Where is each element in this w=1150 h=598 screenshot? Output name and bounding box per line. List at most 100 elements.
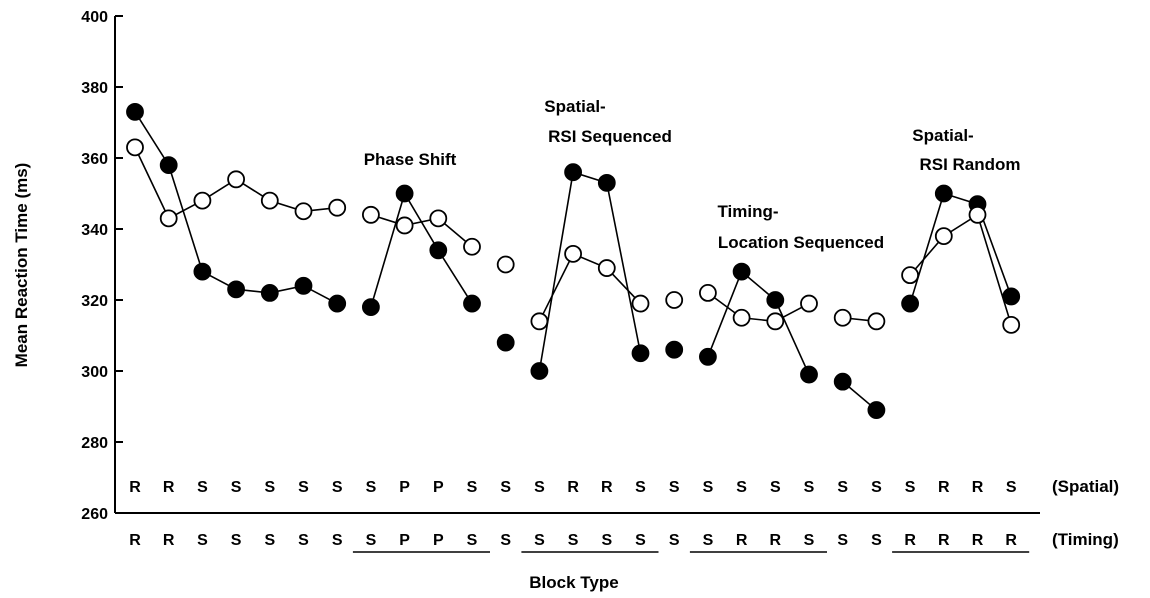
x-axis-title: Block Type	[529, 573, 618, 592]
filled-point	[867, 401, 886, 419]
series-line	[538, 171, 642, 372]
timing-letter: S	[366, 532, 377, 549]
timing-letter: S	[804, 532, 815, 549]
timing-letter: S	[534, 532, 545, 549]
timing-letter: R	[1005, 532, 1017, 549]
filled-point	[227, 280, 246, 299]
spatial-letter: S	[231, 479, 242, 496]
filled-point	[463, 294, 481, 313]
spatial-letter: S	[298, 479, 309, 496]
filled-point	[395, 184, 414, 203]
filled-point	[934, 184, 953, 203]
spatial-letter: S	[467, 479, 478, 496]
spatial-letter: S	[1006, 479, 1017, 496]
filled-point	[665, 340, 684, 359]
open-point	[833, 308, 852, 327]
spatial-row-label: (Spatial)	[1052, 477, 1119, 496]
y-tick-label: 400	[81, 9, 108, 26]
spatial-letter: S	[534, 479, 545, 496]
spatial-letter: S	[366, 479, 377, 496]
filled-point	[766, 291, 785, 309]
filled-point	[294, 276, 313, 295]
spatial-letter: S	[871, 479, 882, 496]
y-tick-label: 320	[81, 293, 108, 310]
open-point	[530, 312, 549, 331]
open-point	[867, 312, 886, 331]
spatial-letter: S	[736, 479, 747, 496]
spatial-letter: S	[770, 479, 781, 496]
filled-point	[732, 262, 751, 281]
series-line	[370, 191, 473, 308]
timing-letter: S	[568, 532, 579, 549]
data-layer	[126, 102, 1021, 419]
annotation-timing-location-sequenced: Location Sequenced	[718, 233, 884, 252]
spatial-letter: P	[399, 479, 410, 496]
open-point	[699, 283, 717, 302]
series-line	[707, 270, 810, 375]
spatial-letter: P	[433, 479, 444, 496]
spatial-letter: S	[669, 479, 680, 496]
spatial-letter: R	[938, 479, 950, 496]
filled-point	[361, 298, 380, 317]
timing-letter: R	[129, 532, 141, 549]
spatial-letter: S	[837, 479, 848, 496]
series-filled	[126, 102, 1021, 419]
filled-point	[126, 102, 144, 121]
open-point	[126, 138, 144, 157]
timing-row-label: (Timing)	[1052, 530, 1119, 549]
annotation-spatial-rsi-random: RSI Random	[919, 155, 1020, 174]
filled-point	[159, 156, 178, 175]
open-point	[901, 266, 919, 285]
timing-letter: R	[972, 532, 984, 549]
annotation-spatial-rsi-sequenced: RSI Sequenced	[548, 127, 672, 146]
open-point	[934, 227, 953, 246]
filled-point	[901, 294, 919, 313]
spatial-letter: S	[197, 479, 208, 496]
spatial-letter: S	[500, 479, 511, 496]
open-point	[564, 244, 582, 263]
open-point	[766, 312, 785, 331]
annotation-spatial-rsi-sequenced: Spatial-	[544, 97, 605, 116]
series-line	[909, 192, 1012, 304]
timing-letter: S	[837, 532, 848, 549]
spatial-letter: R	[129, 479, 141, 496]
open-point	[294, 202, 313, 221]
series-line	[370, 214, 473, 248]
timing-letter: R	[938, 532, 950, 549]
spatial-letter: S	[905, 479, 916, 496]
open-point	[968, 205, 987, 224]
series-line	[707, 292, 810, 323]
filled-point	[631, 344, 650, 363]
open-point	[631, 294, 650, 313]
open-point	[800, 294, 818, 313]
spatial-letter: S	[264, 479, 275, 496]
timing-letter: S	[298, 532, 309, 549]
y-tick-label: 340	[81, 222, 108, 239]
filled-point	[1002, 287, 1021, 306]
spatial-letter: R	[567, 479, 579, 496]
timing-letter: R	[770, 532, 782, 549]
filled-point	[833, 372, 852, 391]
filled-point	[800, 365, 818, 384]
open-point	[463, 237, 481, 256]
timing-letter: S	[332, 532, 343, 549]
annotation-timing-location-sequenced: Timing-	[717, 202, 778, 221]
annotation-phase-shift: Phase Shift	[364, 150, 457, 169]
timing-letter: R	[904, 532, 916, 549]
open-point	[193, 191, 212, 210]
timing-letter: R	[736, 532, 748, 549]
spatial-letter: S	[804, 479, 815, 496]
series-line	[538, 252, 642, 322]
y-tick-label: 260	[81, 506, 108, 523]
filled-point	[564, 163, 582, 182]
timing-letter: R	[163, 532, 175, 549]
timing-letter: S	[467, 532, 478, 549]
plot-area: 260 280 300 320 340 360 380 400 R R S S S S S S P P S S S R R…	[81, 9, 1040, 553]
spatial-letter: S	[703, 479, 714, 496]
open-point	[496, 255, 515, 274]
timing-letter: S	[601, 532, 612, 549]
timing-letter: S	[264, 532, 275, 549]
timing-letter: S	[669, 532, 680, 549]
